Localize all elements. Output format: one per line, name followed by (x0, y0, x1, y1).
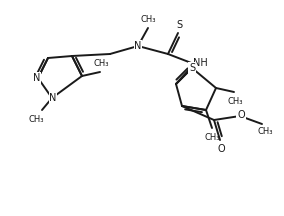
Text: O: O (237, 110, 245, 120)
Text: N: N (33, 73, 41, 83)
Text: NH: NH (193, 58, 207, 68)
Text: CH₃: CH₃ (140, 14, 156, 24)
Text: CH₃: CH₃ (257, 127, 273, 137)
Text: CH₃: CH₃ (227, 97, 243, 105)
Text: S: S (176, 20, 182, 30)
Text: CH₃: CH₃ (204, 132, 220, 141)
Text: N: N (134, 41, 142, 51)
Text: N: N (49, 93, 57, 103)
Text: CH₃: CH₃ (28, 116, 44, 124)
Text: O: O (217, 144, 225, 154)
Text: S: S (189, 63, 195, 73)
Text: CH₃: CH₃ (93, 59, 109, 68)
